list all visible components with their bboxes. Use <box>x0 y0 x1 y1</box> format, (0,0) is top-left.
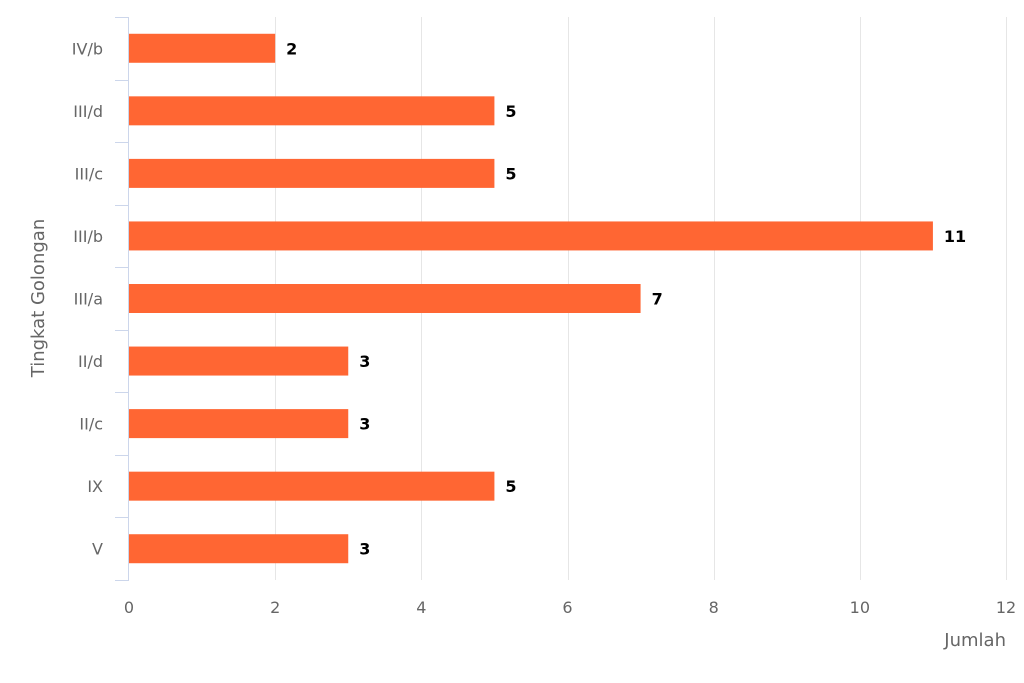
y-tick-label: III/c <box>75 164 103 183</box>
bar <box>129 346 349 376</box>
x-tick-label: 12 <box>996 598 1016 617</box>
y-axis-title: Tingkat Golongan <box>28 219 49 378</box>
data-label: 2 <box>286 39 297 58</box>
x-tick-label: 0 <box>124 598 134 617</box>
bar <box>129 284 641 313</box>
bar <box>129 33 276 63</box>
x-tick-label: 10 <box>850 598 870 617</box>
bar <box>129 96 495 126</box>
bar <box>129 534 349 564</box>
x-tick-label: 6 <box>562 598 572 617</box>
x-tick-label: 8 <box>709 598 719 617</box>
y-tick-label: II/c <box>79 415 103 434</box>
y-tick-label: III/b <box>73 227 103 246</box>
axes <box>115 17 129 581</box>
x-tick-label: 2 <box>270 598 280 617</box>
y-tick-label: IX <box>87 477 103 496</box>
x-axis-title: Jumlah <box>943 630 1006 651</box>
data-label: 11 <box>944 227 966 246</box>
y-tick-label: III/d <box>73 102 103 121</box>
data-label: 5 <box>505 102 516 121</box>
data-label: 7 <box>652 290 663 309</box>
bar <box>129 158 495 188</box>
bar <box>129 221 933 251</box>
data-label: 5 <box>505 477 516 496</box>
bar <box>129 471 495 501</box>
y-tick-label: III/a <box>74 290 103 309</box>
data-label: 5 <box>505 164 516 183</box>
y-tick-label: II/d <box>78 352 103 371</box>
data-labels: 2 5 5 11 7 3 3 5 3 <box>286 39 966 558</box>
y-tick-label: IV/b <box>72 39 103 58</box>
x-tick-label: 4 <box>416 598 426 617</box>
tick-labels: 0 2 4 6 8 10 12 IV/b III/d III/c III/b III/a II/d II/… <box>72 39 1016 617</box>
bar <box>129 409 349 439</box>
bars <box>129 33 933 564</box>
y-tick-label: V <box>92 540 103 559</box>
data-label: 3 <box>359 540 370 559</box>
data-label: 3 <box>359 415 370 434</box>
data-label: 3 <box>359 352 370 371</box>
